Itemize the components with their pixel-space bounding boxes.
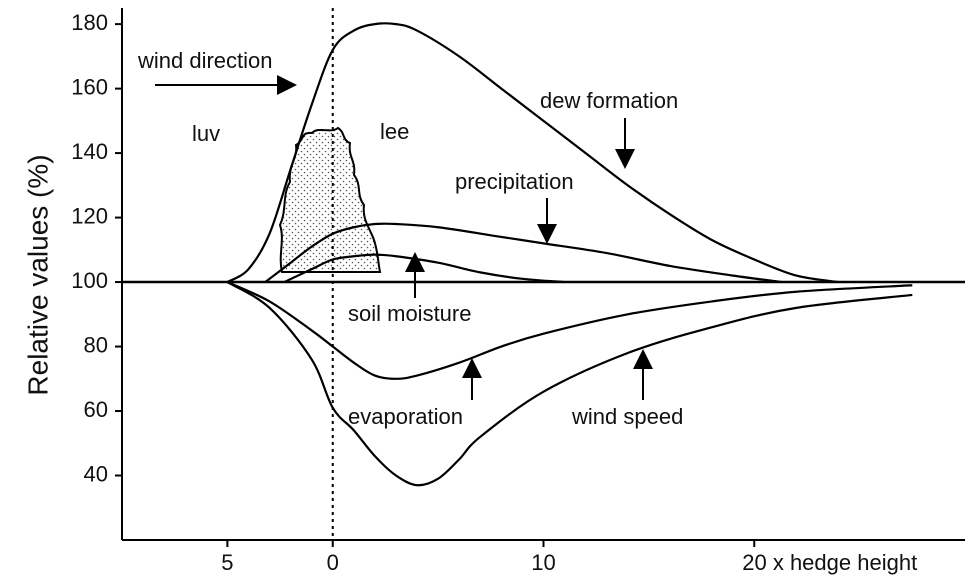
series-line (226, 281, 913, 487)
annotation: precipitation (455, 169, 574, 194)
y-tick-label: 60 (84, 397, 108, 422)
y-tick-label: 120 (71, 203, 108, 228)
series-line (226, 281, 913, 380)
y-tick-label: 140 (71, 139, 108, 164)
x-tick-label: 10 (531, 550, 555, 575)
x-tick-label: 20 x hedge height (742, 550, 917, 575)
y-tick-label: 160 (71, 74, 108, 99)
x-tick-label: 0 (327, 550, 339, 575)
annotation: wind speed (571, 404, 683, 429)
annotation: soil moisture (348, 301, 471, 326)
y-tick-label: 180 (71, 10, 108, 35)
annotation: evaporation (348, 404, 463, 429)
y-tick-label: 40 (84, 461, 108, 486)
series-line (283, 253, 565, 284)
y-tick-label: 100 (71, 268, 108, 293)
hedge (278, 126, 382, 273)
y-axis-label: Relative values (%) (22, 154, 53, 395)
annotation: lee (380, 119, 409, 144)
y-tick-label: 80 (84, 332, 108, 357)
annotation: dew formation (540, 88, 678, 113)
annotation: luv (192, 121, 220, 146)
series-line (226, 22, 839, 284)
x-tick-label: 5 (221, 550, 233, 575)
annotation: wind direction (137, 48, 273, 73)
series-line (264, 222, 782, 284)
